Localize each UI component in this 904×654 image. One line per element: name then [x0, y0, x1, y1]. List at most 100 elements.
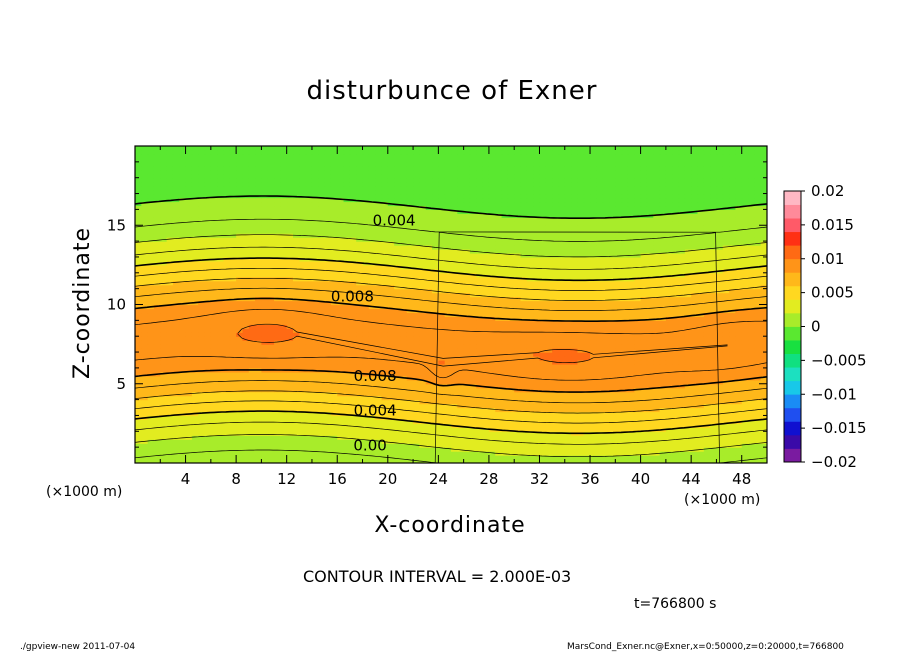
field-cell: [337, 367, 345, 373]
field-cell: [286, 284, 294, 290]
field-cell: [330, 395, 338, 401]
field-cell: [153, 411, 161, 417]
field-cell: [748, 455, 755, 460]
field-cell: [590, 280, 597, 286]
field-cell: [318, 439, 326, 444]
field-cell: [577, 451, 585, 456]
field-cell: [311, 264, 319, 270]
field-cell: [760, 403, 767, 409]
field-cell: [438, 423, 446, 428]
field-cell: [261, 451, 269, 456]
field-cell: [368, 399, 376, 405]
field-cell: [349, 387, 357, 393]
field-cell: [697, 411, 705, 417]
field-cell: [217, 336, 225, 341]
field-cell: [324, 415, 332, 421]
field-cell: [552, 344, 560, 349]
field-cell: [596, 371, 604, 377]
field-cell: [615, 447, 623, 452]
field-cell: [141, 320, 149, 325]
field-cell: [356, 312, 364, 317]
field-cell: [729, 407, 736, 413]
field-cell: [697, 324, 705, 329]
field-cell: [255, 320, 262, 325]
field-cell: [539, 359, 547, 365]
field-cell: [659, 268, 667, 274]
field-cell: [678, 320, 686, 325]
field-cell: [299, 272, 307, 278]
field-cell: [741, 276, 749, 282]
field-cell: [488, 276, 496, 282]
field-cell: [349, 288, 357, 294]
field-cell: [476, 280, 484, 286]
field-cell: [356, 411, 364, 417]
field-cell: [375, 447, 383, 452]
field-cell: [488, 340, 496, 345]
field-cell: [665, 359, 673, 365]
field-cell: [646, 423, 654, 428]
field-cell: [760, 268, 767, 274]
field-cell: [135, 332, 142, 337]
field-cell: [356, 344, 364, 349]
field-cell: [577, 435, 585, 440]
field-cell: [577, 344, 585, 349]
field-cell: [716, 348, 724, 353]
field-cell: [659, 403, 667, 409]
field-cell: [451, 292, 458, 298]
field-cell: [166, 276, 174, 282]
field-cell: [166, 344, 174, 349]
field-cell: [242, 403, 250, 409]
field-cell: [514, 320, 522, 325]
field-cell: [153, 447, 161, 452]
field-cell: [444, 367, 452, 373]
field-cell: [394, 268, 402, 274]
field-cell: [495, 455, 503, 460]
field-cell: [267, 292, 275, 298]
field-cell: [299, 268, 307, 274]
field-cell: [577, 411, 585, 417]
field-cell: [425, 312, 433, 317]
field-cell: [476, 348, 484, 353]
field-cell: [627, 435, 635, 440]
field-cell: [185, 419, 193, 424]
field-cell: [615, 288, 623, 294]
field-cell: [419, 352, 427, 357]
field-cell: [356, 399, 364, 405]
field-cell: [318, 324, 326, 329]
field-cell: [191, 336, 199, 341]
field-cell: [697, 399, 705, 405]
field-cell: [729, 280, 736, 286]
field-cell: [577, 387, 585, 393]
field-cell: [627, 284, 635, 290]
field-cell: [476, 391, 484, 397]
field-cell: [520, 367, 528, 373]
field-cell: [533, 435, 541, 440]
field-cell: [659, 371, 667, 377]
field-cell: [229, 272, 237, 278]
field-cell: [507, 308, 515, 314]
field-cell: [229, 320, 237, 325]
field-cell: [198, 272, 206, 278]
field-cell: [362, 296, 370, 302]
field-cell: [311, 431, 319, 436]
field-cell: [583, 407, 591, 413]
field-cell: [147, 268, 155, 274]
field-cell: [469, 451, 477, 456]
field-cell: [330, 328, 338, 333]
field-cell: [463, 328, 471, 333]
field-cell: [596, 288, 604, 294]
field-cell: [634, 367, 642, 373]
field-cell: [539, 292, 547, 298]
field-cell: [703, 340, 711, 345]
field-cell: [577, 288, 585, 294]
field-cell: [741, 371, 749, 377]
field-cell: [274, 328, 281, 333]
field-cell: [387, 292, 395, 298]
field-cell: [539, 371, 547, 377]
field-cell: [147, 447, 155, 452]
field-cell: [703, 284, 711, 290]
field-cell: [665, 312, 673, 317]
field-cell: [596, 423, 604, 428]
field-cell: [526, 443, 534, 448]
field-cell: [716, 375, 724, 381]
